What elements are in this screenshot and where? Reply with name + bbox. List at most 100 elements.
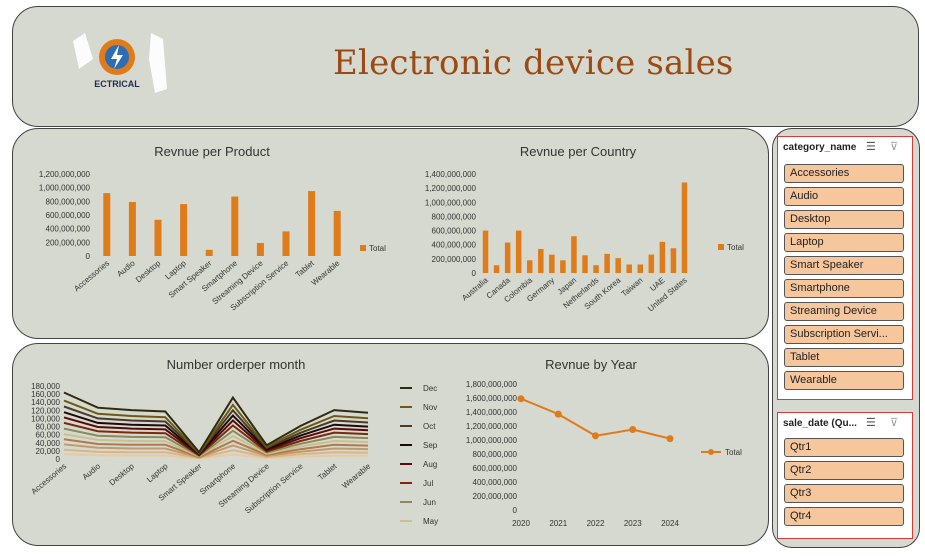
- page-title: Electronic device sales: [333, 43, 734, 83]
- y-tick-label: 60,000: [36, 431, 61, 440]
- bar: [538, 248, 544, 273]
- orders-per-month-chart: Number orderper month 020,00040,00060,000…: [29, 357, 438, 526]
- legend-label: Dec: [423, 384, 437, 393]
- logo: ECTRICAL: [73, 33, 167, 93]
- legend-swatch: [718, 244, 724, 250]
- bar: [659, 241, 666, 273]
- y-tick-label: 1,000,000,000: [425, 198, 477, 207]
- category-slicer-item[interactable]: Audio: [784, 187, 904, 206]
- sale-date-slicer-item[interactable]: Qtr4: [784, 507, 904, 526]
- bar: [515, 230, 522, 273]
- clear-filter-icon[interactable]: ⊽: [890, 417, 899, 429]
- category-slicer-item[interactable]: Tablet: [784, 348, 904, 367]
- series-line-jan: [63, 453, 369, 460]
- legend-label: Jul: [423, 479, 433, 488]
- y-tick-label: 600,000,000: [46, 211, 91, 220]
- revenue-per-country-chart: Revnue per Country 0 200,000,000 400,000,00…: [425, 144, 744, 314]
- bar: [604, 253, 610, 273]
- x-tick-label: United States: [646, 276, 689, 314]
- sale-date-slicer-item[interactable]: Qtr2: [784, 461, 904, 480]
- bar: [626, 264, 632, 273]
- bar: [256, 243, 264, 256]
- x-tick-label: Tablet: [316, 461, 339, 482]
- category-slicer-item[interactable]: Smart Speaker: [784, 256, 904, 275]
- bar: [670, 248, 677, 273]
- bar: [648, 254, 655, 273]
- x-tick-label: Taiwan: [620, 276, 645, 299]
- sale-date-slicer: sale_date (Qu... ☰ ⊽ Qtr1 Qtr2 Qtr3 Qtr4: [777, 412, 913, 539]
- legend-label: Total: [369, 244, 386, 253]
- y-tick-label: 800,000,000: [473, 450, 518, 459]
- y-tick-label: 400,000,000: [473, 478, 518, 487]
- bar: [571, 236, 577, 273]
- series-line-may: [63, 433, 369, 458]
- legend-label: Nov: [423, 403, 437, 412]
- sale-date-slicer-item[interactable]: Qtr3: [784, 484, 904, 503]
- chart-title: Revnue per Product: [154, 144, 270, 159]
- series-line-sep: [63, 411, 369, 456]
- bar: [333, 210, 341, 256]
- y-tick-label: 200,000,000: [473, 492, 518, 501]
- series-line-jun: [63, 427, 369, 458]
- y-tick-label: 1,200,000,000: [39, 170, 91, 179]
- multi-select-icon[interactable]: ☰: [866, 417, 876, 429]
- bar: [582, 255, 588, 273]
- data-point: [517, 395, 525, 403]
- x-tick-label: Australia: [460, 275, 490, 302]
- revenue-by-year-chart: Revnue by Year 0 200,000,000 400,000,000 600…: [466, 357, 742, 528]
- bar: [637, 264, 644, 273]
- x-tick-label: Accessories: [29, 462, 68, 497]
- header-panel: ECTRICAL Electronic device sales: [12, 6, 919, 127]
- y-tick-label: 800,000,000: [46, 197, 91, 206]
- bar: [493, 265, 500, 273]
- clear-filter-icon[interactable]: ⊽: [890, 141, 899, 153]
- bar: [154, 219, 162, 256]
- bar: [205, 249, 213, 256]
- y-tick-label: 1,000,000,000: [39, 184, 91, 193]
- x-tick-label: Audio: [115, 258, 137, 278]
- legend-label: Total: [725, 448, 742, 457]
- series-line-oct: [63, 405, 369, 456]
- y-tick-label: 120,000: [31, 406, 60, 415]
- legend-label: Aug: [423, 460, 437, 469]
- y-tick-label: 20,000: [36, 447, 61, 456]
- top-charts-panel: [12, 128, 769, 339]
- bar: [482, 230, 489, 273]
- bar: [308, 191, 316, 256]
- category-slicer-header: category_name: [783, 142, 857, 153]
- y-tick-label: 800,000,000: [432, 212, 477, 221]
- bar: [560, 260, 566, 273]
- category-slicer-item[interactable]: Accessories: [784, 164, 904, 183]
- y-tick-label: 1,000,000,000: [466, 436, 518, 445]
- y-tick-label: 40,000: [36, 439, 61, 448]
- y-tick-label: 100,000: [31, 414, 60, 423]
- y-tick-label: 600,000,000: [432, 227, 477, 236]
- x-tick-label: Subscription Service: [243, 461, 305, 515]
- bar: [593, 265, 599, 273]
- y-tick-label: 1,600,000,000: [466, 394, 518, 403]
- bar: [231, 196, 239, 256]
- bar: [615, 258, 621, 273]
- y-tick-label: 1,800,000,000: [466, 380, 518, 389]
- bar: [282, 231, 290, 256]
- legend-label: Total: [727, 243, 744, 252]
- x-tick-label: Tablet: [294, 258, 317, 279]
- category-slicer-item[interactable]: Streaming Device: [784, 302, 904, 321]
- multi-select-icon[interactable]: ☰: [866, 141, 876, 153]
- series-line-nov: [63, 399, 369, 455]
- y-tick-label: 1,400,000,000: [466, 408, 518, 417]
- category-slicer-item[interactable]: Desktop: [784, 210, 904, 229]
- sale-date-slicer-header: sale_date (Qu...: [783, 418, 857, 429]
- y-tick-label: 1,400,000,000: [425, 170, 477, 179]
- y-tick-label: 600,000,000: [473, 464, 518, 473]
- bar: [526, 260, 533, 273]
- revenue-per-product-chart: Revnue per Product 0 200,000,000 400,000,00…: [39, 144, 386, 312]
- category-slicer-item[interactable]: Smartphone: [784, 279, 904, 298]
- sale-date-slicer-item[interactable]: Qtr1: [784, 438, 904, 457]
- series-line-apr: [63, 438, 369, 459]
- category-slicer-item[interactable]: Wearable: [784, 371, 904, 390]
- y-tick-label: 400,000,000: [46, 225, 91, 234]
- category-slicer-item[interactable]: Laptop: [784, 233, 904, 252]
- category-slicer-item[interactable]: Subscription Servi...: [784, 325, 904, 344]
- chart-title: Number orderper month: [167, 357, 306, 372]
